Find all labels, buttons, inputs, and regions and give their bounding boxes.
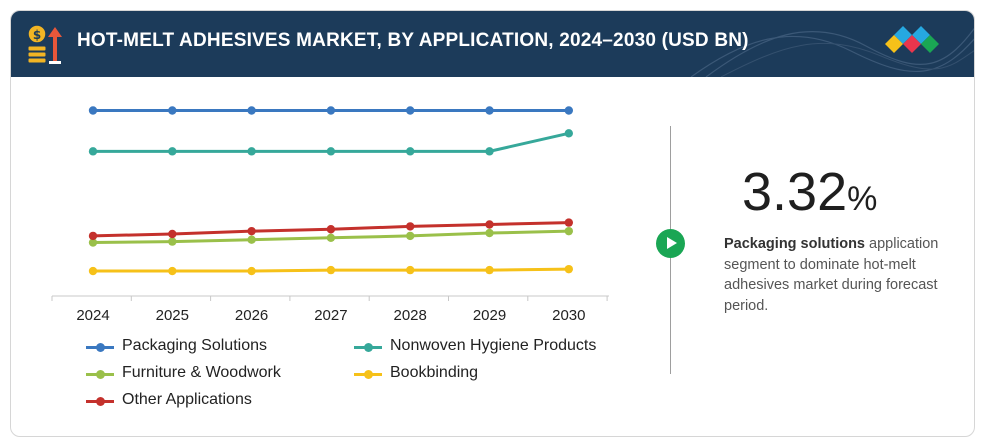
data-point-furniture-woodwork	[406, 231, 415, 241]
chart-title: HOT-MELT ADHESIVES MARKET, BY APPLICATIO…	[77, 30, 749, 51]
data-point-bookbinding	[485, 265, 494, 275]
data-point-bookbinding	[168, 266, 177, 276]
legend-marker	[96, 343, 105, 352]
data-point-packaging-solutions	[406, 106, 415, 115]
data-point-furniture-woodwork	[88, 238, 98, 247]
decorative-waves	[690, 27, 974, 77]
legend-marker	[364, 343, 373, 352]
stat-value: 3.32%	[742, 161, 877, 223]
legend-label: Packaging Solutions	[122, 337, 267, 354]
data-point-other-applications	[406, 222, 415, 231]
data-point-other-applications	[168, 229, 177, 239]
legend-label: Other Applications	[122, 391, 252, 408]
data-point-packaging-solutions	[247, 106, 256, 115]
legend-marker	[96, 370, 105, 379]
data-point-furniture-woodwork	[485, 228, 494, 238]
legend-label: Nonwoven Hygiene Products	[390, 337, 597, 354]
data-point-bookbinding	[326, 265, 336, 275]
play-icon[interactable]	[656, 229, 685, 258]
data-point-other-applications	[247, 226, 256, 236]
header-bar: $ HOT-MELT ADHESIVES MARKET, BY APPLICAT…	[11, 11, 974, 77]
data-point-other-applications	[485, 220, 494, 229]
data-point-nonwoven-hygiene-products	[406, 147, 415, 156]
data-point-other-applications	[564, 218, 573, 227]
data-point-bookbinding	[564, 264, 573, 274]
data-point-nonwoven-hygiene-products	[247, 147, 256, 156]
x-tick-label: 2024	[76, 307, 109, 324]
data-point-other-applications	[326, 225, 336, 234]
data-point-bookbinding	[406, 265, 415, 275]
dollar-coins-arrow-icon: $	[27, 24, 62, 64]
data-point-furniture-woodwork	[168, 237, 177, 246]
stat-unit: %	[847, 180, 878, 218]
data-point-nonwoven-hygiene-products	[485, 147, 494, 156]
data-point-packaging-solutions	[564, 106, 573, 115]
x-tick-label: 2030	[552, 307, 585, 324]
infographic-card: $ HOT-MELT ADHESIVES MARKET, BY APPLICAT…	[10, 10, 975, 437]
stat-highlight: Packaging solutions	[724, 236, 865, 252]
data-point-nonwoven-hygiene-products	[88, 147, 98, 156]
data-point-other-applications	[88, 231, 98, 241]
legend-marker	[364, 370, 373, 379]
x-tick-label: 2026	[235, 307, 268, 324]
line-chart: 2024 2025 2026 2027 2028 2029 2030	[51, 106, 609, 324]
stat-description: Packaging solutions application segment …	[724, 234, 959, 316]
data-point-packaging-solutions	[485, 106, 494, 115]
data-point-nonwoven-hygiene-products	[564, 129, 573, 138]
data-point-packaging-solutions	[326, 106, 336, 115]
svg-text:$: $	[33, 28, 41, 42]
x-tick-label: 2027	[314, 307, 347, 324]
data-point-furniture-woodwork	[326, 233, 336, 242]
data-point-nonwoven-hygiene-products	[168, 147, 177, 156]
data-point-packaging-solutions	[88, 106, 98, 115]
data-point-furniture-woodwork	[247, 235, 256, 244]
stat-text: application segment to dominate hot-melt…	[724, 236, 939, 314]
legend-label: Furniture & Woodwork	[122, 364, 281, 381]
x-tick-label: 2025	[156, 307, 189, 324]
stat-number: 3.32	[742, 162, 848, 222]
x-tick-label: 2029	[473, 307, 506, 324]
legend-marker	[96, 397, 105, 406]
data-point-packaging-solutions	[168, 106, 177, 115]
data-point-bookbinding	[88, 266, 98, 276]
diamond-logo-icon	[885, 26, 939, 53]
data-point-nonwoven-hygiene-products	[326, 147, 336, 156]
data-point-bookbinding	[247, 266, 256, 276]
legend-label: Bookbinding	[390, 364, 479, 381]
x-tick-label: 2028	[394, 307, 427, 324]
data-point-furniture-woodwork	[564, 226, 573, 236]
